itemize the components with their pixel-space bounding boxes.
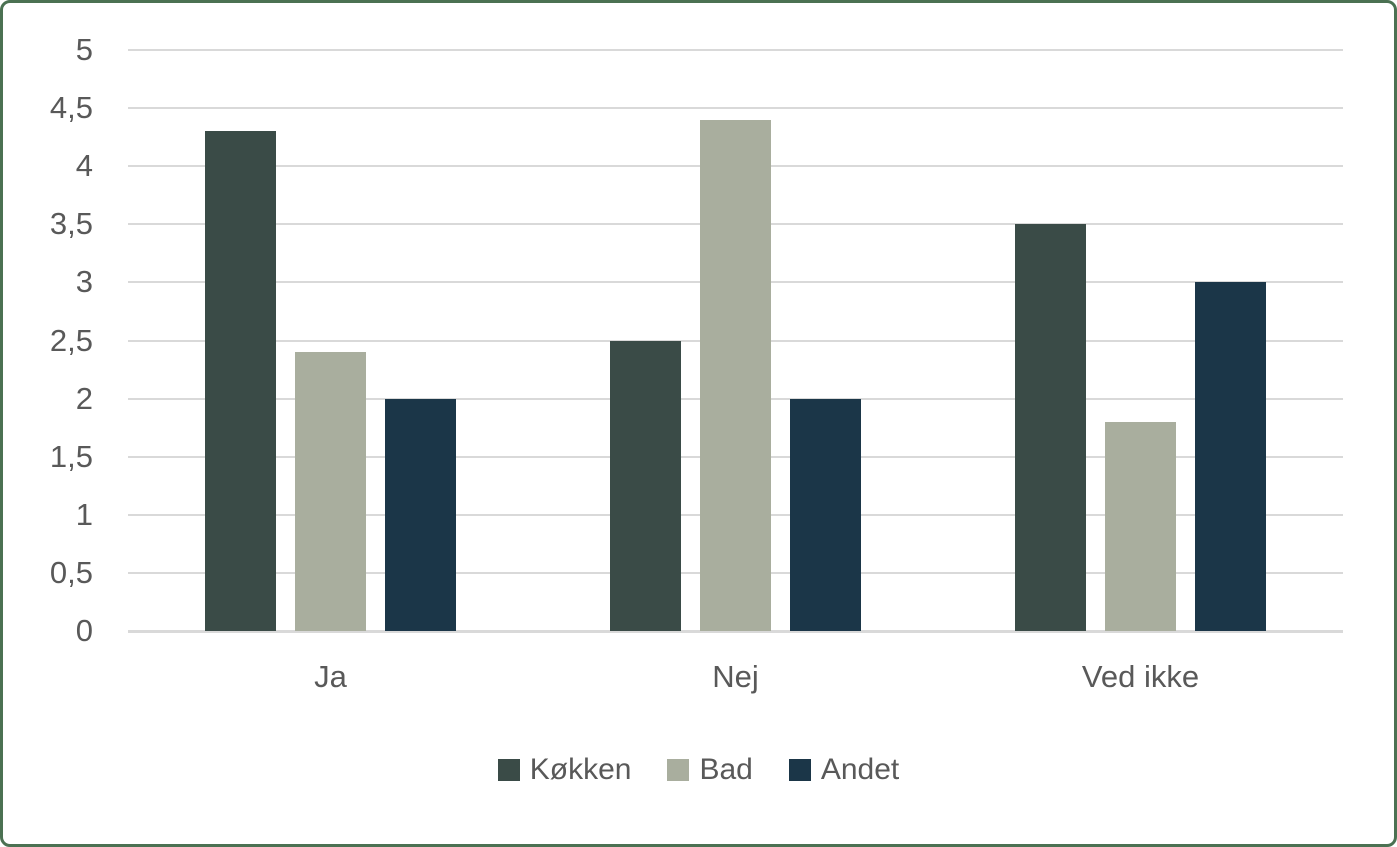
y-tick-label: 5 (75, 32, 93, 67)
legend-swatch (497, 759, 520, 781)
legend: Køkken Bad Andet (3, 753, 1394, 787)
x-axis-label: Nej (712, 659, 759, 694)
bar-andet-nej (790, 398, 861, 631)
gridline (128, 49, 1343, 51)
y-tick-label: 2,5 (49, 322, 93, 358)
bar-kokken-ja (205, 131, 276, 631)
legend-item-kokken: Køkken (497, 753, 632, 787)
bar-andet-ved-ikke (1195, 282, 1266, 631)
legend-label: Køkken (529, 753, 632, 786)
x-axis-line (128, 630, 1343, 633)
y-tick-label: 1 (75, 496, 93, 532)
legend-swatch (667, 759, 690, 781)
y-tick-label: 3 (75, 264, 93, 300)
y-tick-label: 2 (75, 380, 93, 416)
plot-area (128, 49, 1343, 633)
legend-item-bad: Bad (667, 753, 753, 787)
bar-andet-ja (385, 398, 456, 631)
bar-bad-ved-ikke (1105, 421, 1176, 631)
x-axis-label: Ja (314, 659, 347, 694)
bar-bad-ja (295, 352, 366, 631)
legend-swatch (788, 759, 811, 781)
y-tick-label: 4 (75, 148, 93, 184)
y-tick-label: 4,5 (49, 90, 93, 126)
legend-label: Andet (820, 753, 900, 786)
bar-bad-nej (700, 119, 771, 631)
x-axis-label: Ved ikke (1081, 659, 1200, 694)
y-tick-label: 0,5 (49, 554, 93, 590)
y-tick-label: 1,5 (49, 438, 93, 474)
y-tick-label: 3,5 (49, 206, 93, 242)
bar-kokken-nej (610, 340, 681, 631)
bar-kokken-ved-ikke (1015, 224, 1086, 631)
y-tick-label: 0 (75, 613, 93, 648)
legend-item-andet: Andet (788, 753, 900, 787)
gridline (128, 107, 1343, 110)
legend-label: Bad (699, 753, 753, 786)
